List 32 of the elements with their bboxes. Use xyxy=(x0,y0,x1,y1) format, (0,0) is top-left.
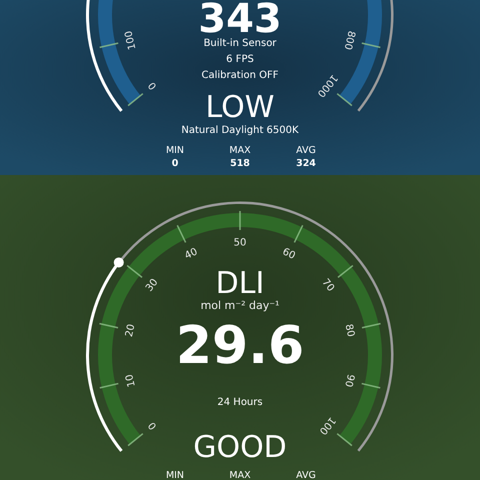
text: 40 xyxy=(183,246,200,262)
text: 800 xyxy=(342,30,357,51)
text: 0 xyxy=(146,80,160,92)
text: 10 xyxy=(124,373,138,388)
text: GOOD xyxy=(193,430,287,465)
text: 20 xyxy=(124,323,138,338)
text: mol m⁻² day⁻¹ xyxy=(200,299,280,312)
text: MIN xyxy=(166,470,184,480)
text: 60 xyxy=(280,246,297,262)
text: 50 xyxy=(234,238,246,248)
text: Calibration OFF xyxy=(202,70,279,81)
text: 70 xyxy=(320,277,336,294)
text: 30 xyxy=(144,277,160,294)
text: 0 xyxy=(172,158,179,169)
text: 6 FPS xyxy=(226,54,254,65)
text: 0 xyxy=(146,420,160,432)
text: 324 xyxy=(296,158,316,169)
text: 24 Hours xyxy=(217,397,263,408)
text: 100 xyxy=(316,414,338,436)
text: MAX xyxy=(229,145,252,156)
text: AVG xyxy=(296,470,316,480)
text: MAX xyxy=(229,470,252,480)
text: 100 xyxy=(123,30,138,51)
text: MIN xyxy=(166,145,184,156)
text: 518 xyxy=(230,158,250,169)
text: Natural Daylight 6500K xyxy=(181,125,300,136)
data-label: 29.6 xyxy=(176,316,304,376)
text: AVG xyxy=(296,145,316,156)
text: 80 xyxy=(342,323,356,338)
text: LOW xyxy=(206,90,274,125)
text: DLI xyxy=(216,266,264,301)
text: 90 xyxy=(342,373,356,388)
